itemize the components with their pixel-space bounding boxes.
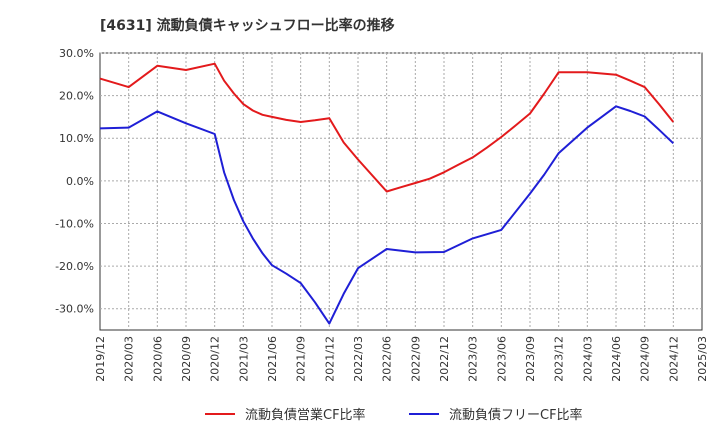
x-tick-label: 2020/12 bbox=[209, 336, 222, 382]
x-tick-label: 2021/06 bbox=[266, 336, 279, 382]
y-tick-label: -30.0% bbox=[55, 303, 94, 316]
x-tick-label: 2024/09 bbox=[639, 336, 652, 382]
y-tick-label: -20.0% bbox=[55, 260, 94, 273]
x-tick-label: 2022/06 bbox=[381, 336, 394, 382]
legend-label-operating-cf: 流動負債営業CF比率 bbox=[245, 407, 366, 423]
x-tick-label: 2022/12 bbox=[438, 336, 451, 382]
x-tick-label: 2020/06 bbox=[151, 336, 164, 382]
x-tick-label: 2019/12 bbox=[94, 336, 107, 382]
chart-title: [4631] 流動負債キャッシュフロー比率の推移 bbox=[100, 17, 395, 34]
x-axis-ticks: 2019/12 2020/03 2020/06 2020/09 2020/12 2021/… bbox=[94, 336, 709, 382]
x-tick-label: 2025/03 bbox=[696, 336, 709, 382]
y-tick-label: 30.0% bbox=[59, 47, 94, 60]
y-tick-label: 20.0% bbox=[59, 90, 94, 103]
x-tick-label: 2022/03 bbox=[352, 336, 365, 382]
y-tick-label: -10.0% bbox=[55, 217, 94, 230]
y-axis-ticks: 30.0% 20.0% 10.0% 0.0% -10.0% -20.0% -30.0% bbox=[55, 47, 94, 316]
x-tick-label: 2020/09 bbox=[180, 336, 193, 382]
plot-frame bbox=[99, 52, 703, 331]
grid-lines bbox=[100, 52, 702, 330]
x-tick-label: 2023/06 bbox=[495, 336, 508, 382]
x-tick-label: 2024/06 bbox=[610, 336, 623, 382]
legend-label-free-cf: 流動負債フリーCF比率 bbox=[449, 407, 583, 423]
x-tick-label: 2024/03 bbox=[581, 336, 594, 382]
x-tick-label: 2021/03 bbox=[237, 336, 250, 382]
x-tick-label: 2021/12 bbox=[323, 336, 336, 382]
y-tick-label: 10.0% bbox=[59, 132, 94, 145]
x-tick-label: 2024/12 bbox=[667, 336, 680, 382]
y-tick-label: 0.0% bbox=[66, 175, 94, 188]
x-tick-label: 2020/03 bbox=[123, 336, 136, 382]
x-tick-label: 2023/12 bbox=[553, 336, 566, 382]
x-tick-label: 2023/09 bbox=[524, 336, 537, 382]
legend: 流動負債営業CF比率 流動負債フリーCF比率 bbox=[205, 407, 583, 423]
x-tick-label: 2022/09 bbox=[409, 336, 422, 382]
series-lines bbox=[99, 62, 675, 325]
series-line-free-cf bbox=[99, 105, 674, 325]
series-line-operating-cf bbox=[99, 62, 675, 193]
x-tick-label: 2021/09 bbox=[295, 336, 308, 382]
x-tick-label: 2023/03 bbox=[467, 336, 480, 382]
